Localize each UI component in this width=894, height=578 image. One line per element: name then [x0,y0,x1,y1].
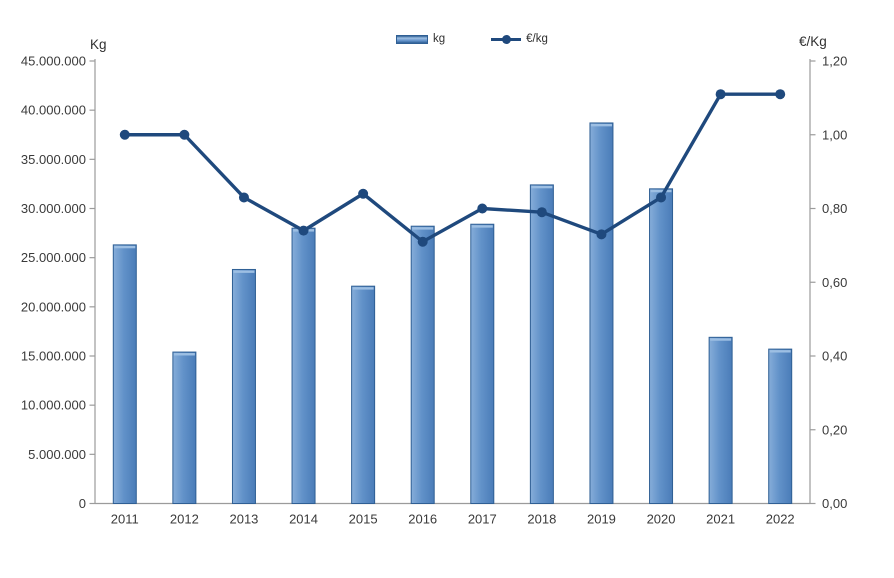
bar-2020 [649,188,674,504]
bar-2018 [529,184,554,504]
right-tick-label: 0,20 [822,422,847,437]
left-tick-label: 25.000.000 [21,250,86,265]
right-tick-label: 0,60 [822,275,847,290]
bar-top-highlight [412,227,434,230]
x-axis-label-2013: 2013 [229,512,258,527]
x-axis-label-2016: 2016 [408,512,437,527]
line-marker-swatch-icon [491,34,522,45]
legend-item-kg: kg [396,33,445,45]
left-axis-ticks: 0 5.000.000 10.000.000 15.000.000 20.000.000… [21,54,95,511]
x-axis-label-2014: 2014 [289,512,318,527]
bar-2021 [708,336,733,505]
bar-top-highlight [352,287,374,290]
bar-2012 [172,351,197,505]
marker-2020 [656,192,667,203]
marker-2011 [119,129,130,140]
line-series-eur-per-kg [119,89,786,247]
bar-top-highlight [710,338,732,341]
right-tick-label: 1,20 [822,54,847,69]
marker-2015 [358,188,369,199]
marker-2021 [715,89,726,100]
bar-top-highlight [531,185,553,189]
marker-2016 [417,236,428,247]
bar-2011 [112,244,137,504]
x-axis-labels: 2011 2012 2013 2014 2015 2016 2017 2018 2019 2020… [111,512,795,527]
x-axis-label-2018: 2018 [527,512,556,527]
legend-label-kg: kg [433,33,446,45]
x-axis-label-2015: 2015 [349,512,378,527]
bar-2015 [351,285,376,504]
bar-top-highlight [650,189,672,193]
x-axis-label-2019: 2019 [587,512,616,527]
left-tick-label: 10.000.000 [21,398,86,413]
bar-top-highlight [114,245,136,249]
marker-2013 [238,192,249,203]
bar-top-highlight [471,225,493,228]
bar-2016 [410,225,435,504]
marker-2022 [775,89,786,100]
left-tick-label: 15.000.000 [21,349,86,364]
x-axis-label-2017: 2017 [468,512,497,527]
marker-2012 [179,129,190,140]
bar-swatch-icon [396,34,428,44]
marker-2018 [536,207,547,218]
legend-item-eur-per-kg: €/kg [491,33,548,45]
price-line [123,92,782,244]
right-axis-title: €/Kg [799,34,827,49]
bars-series-kg [112,122,793,505]
x-axis-label-2021: 2021 [706,512,735,527]
left-tick-label: 35.000.000 [21,152,86,167]
x-axis-label-2022: 2022 [766,512,795,527]
x-axis-label-2011: 2011 [111,512,139,527]
marker-2017 [477,203,488,214]
right-tick-label: 1,00 [822,127,847,142]
left-tick-label: 30.000.000 [21,201,86,216]
bar-2014 [291,227,316,505]
x-axis-label-2020: 2020 [647,512,676,527]
left-tick-label: 0 [79,496,86,511]
left-axis-title: Kg [90,37,107,52]
bar-2013 [231,268,256,505]
x-axis-label-2012: 2012 [170,512,199,527]
bar-2019 [589,122,614,504]
left-tick-label: 5.000.000 [28,447,86,462]
bar-top-highlight [590,123,612,127]
bar-top-highlight [173,353,195,356]
legend-label-eur-per-kg: €/kg [526,33,548,45]
bar-2017 [470,223,495,504]
left-tick-label: 40.000.000 [21,103,86,118]
bar-2022 [768,348,793,504]
legend: kg €/kg [396,33,548,45]
right-axis-ticks: 0,00 0,20 0,40 0,60 0,80 1,00 1,20 [810,54,847,511]
bar-top-highlight [233,270,255,273]
right-tick-label: 0,40 [822,349,847,364]
marker-2019 [596,229,607,240]
left-tick-label: 20.000.000 [21,299,86,314]
right-tick-label: 0,80 [822,201,847,216]
right-tick-label: 0,00 [822,496,847,511]
left-tick-label: 45.000.000 [21,54,86,69]
marker-2014 [298,225,309,236]
bar-top-highlight [769,350,791,353]
